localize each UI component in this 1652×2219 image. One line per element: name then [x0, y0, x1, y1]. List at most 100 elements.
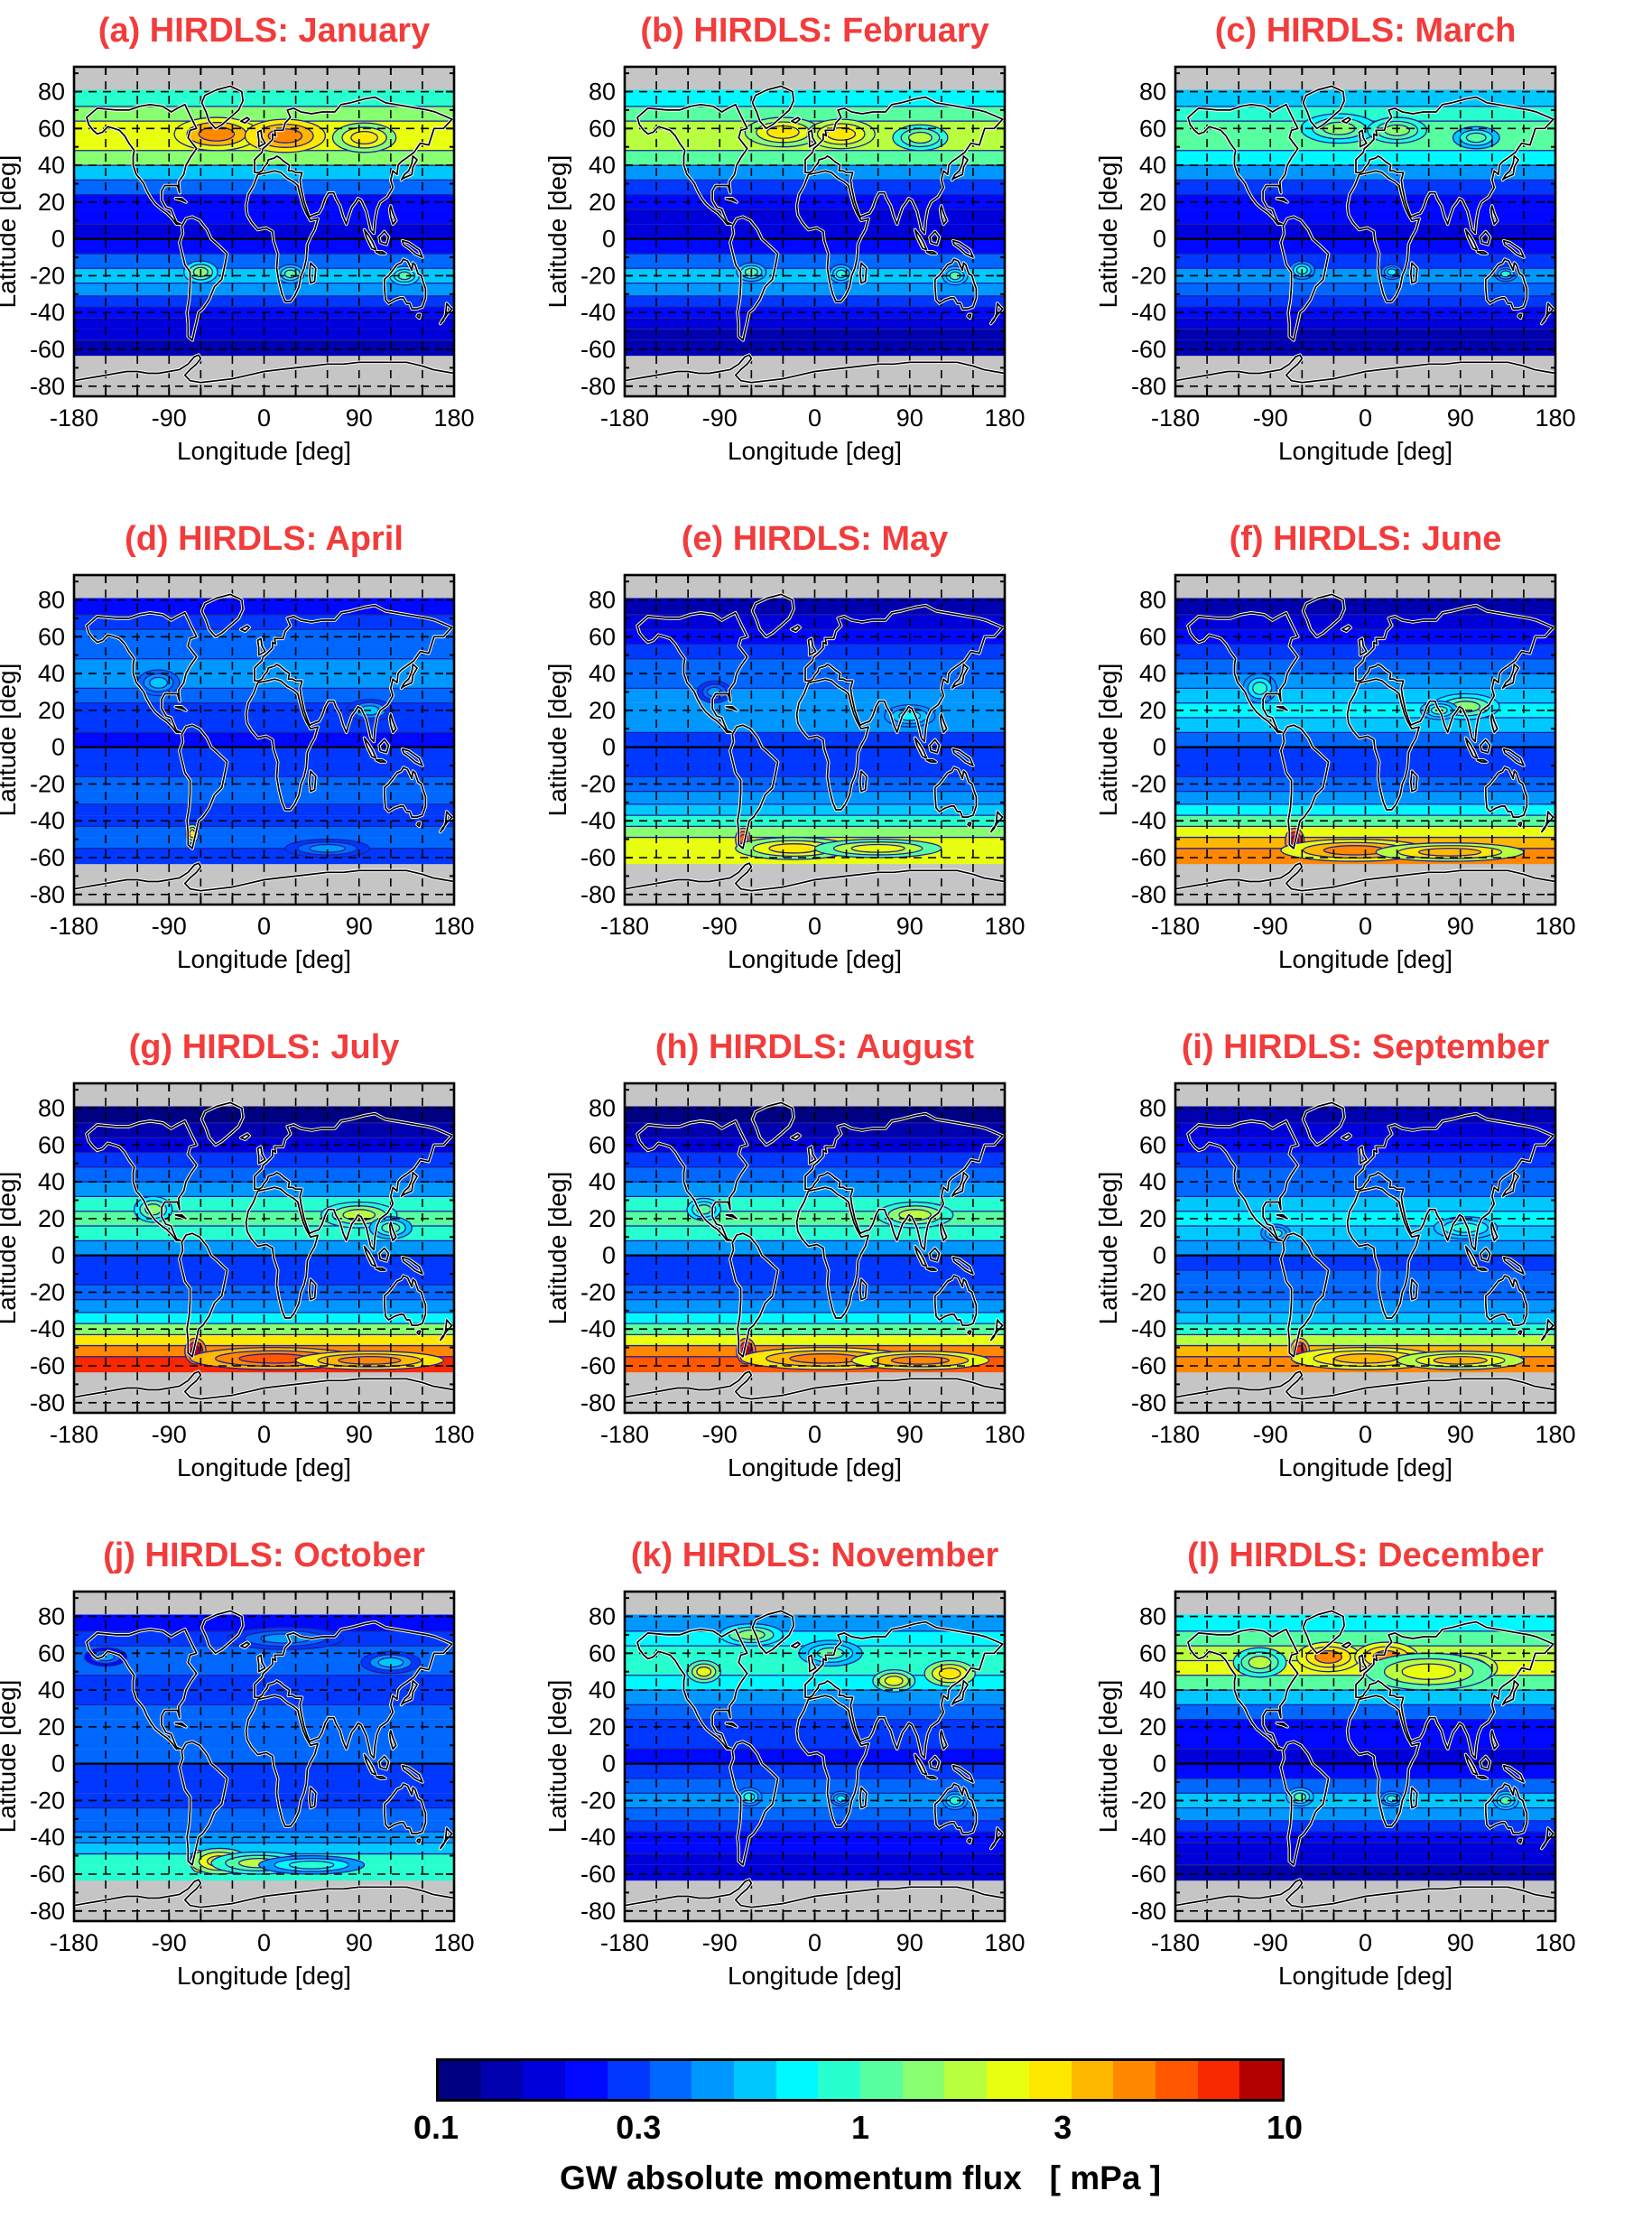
x-tick-labels: -180 -90 0 90 180 [1151, 1421, 1576, 1448]
svg-text:-40: -40 [30, 807, 65, 834]
x-tick-labels: -180 -90 0 90 180 [50, 913, 475, 940]
svg-text:90: 90 [1447, 404, 1474, 432]
x-tick-labels: -180 -90 0 90 180 [1151, 1929, 1576, 1956]
svg-text:0: 0 [602, 226, 616, 253]
svg-text:40: 40 [1139, 152, 1166, 179]
svg-text:0: 0 [602, 1750, 616, 1778]
axis-ticks [625, 67, 1005, 396]
svg-text:-180: -180 [1151, 404, 1200, 432]
x-tick-labels: -180 -90 0 90 180 [600, 1421, 1026, 1448]
svg-text:-60: -60 [1131, 1861, 1166, 1888]
hotspots [686, 1623, 976, 1811]
svg-text:-80: -80 [580, 373, 616, 400]
svg-text:-20: -20 [30, 262, 65, 289]
svg-text:20: 20 [589, 1713, 616, 1741]
svg-text:180: 180 [984, 404, 1025, 432]
svg-text:-20: -20 [30, 1278, 65, 1305]
svg-text:0: 0 [257, 1929, 271, 1956]
x-tick-labels: -180 -90 0 90 180 [600, 1929, 1026, 1956]
panel-march: (c) HIRDLS: March Latitude [deg] 80 60 40 20 0… [1094, 12, 1576, 465]
colorbar-tick-label: 0.3 [616, 2109, 662, 2146]
panel-january: (a) HIRDLS: January Latitude [deg] 80 60 40 2… [0, 12, 475, 465]
colorbar-tick-label: 1 [850, 2109, 870, 2146]
svg-text:180: 180 [433, 404, 474, 432]
svg-text:40: 40 [589, 660, 616, 687]
svg-text:40: 40 [38, 660, 65, 687]
y-tick-labels: 80 60 40 20 0 -20 -40 -60 -80 [30, 587, 65, 908]
svg-text:20: 20 [1139, 697, 1166, 724]
graticule [1175, 575, 1555, 905]
axis-ticks [625, 575, 1005, 905]
y-axis-label: Latitude [deg] [543, 155, 571, 309]
panel-title: (d) HIRDLS: April [125, 520, 404, 558]
svg-text:-40: -40 [580, 1824, 616, 1851]
colorbar-segment [1113, 2061, 1155, 2099]
y-tick-labels: 80 60 40 20 0 -20 -40 -60 -80 [1131, 1095, 1166, 1416]
svg-text:-40: -40 [580, 1315, 616, 1342]
svg-text:20: 20 [1139, 189, 1166, 216]
axis-ticks [74, 67, 454, 396]
svg-text:40: 40 [589, 152, 616, 179]
x-axis-label: Longitude [deg] [1278, 945, 1452, 973]
svg-text:90: 90 [896, 1929, 923, 1956]
svg-text:-180: -180 [600, 1421, 649, 1448]
colorbar-segment [607, 2061, 650, 2099]
svg-text:60: 60 [589, 1131, 616, 1158]
svg-text:20: 20 [589, 189, 616, 216]
map-frame [623, 65, 1007, 398]
x-axis-label: Longitude [deg] [728, 437, 902, 465]
svg-text:-180: -180 [50, 1929, 98, 1956]
svg-text:180: 180 [433, 913, 474, 940]
svg-text:80: 80 [589, 1095, 616, 1122]
map-frame [72, 573, 456, 906]
svg-text:40: 40 [38, 1168, 65, 1195]
map-area [72, 1082, 456, 1415]
y-tick-labels: 80 60 40 20 0 -20 -40 -60 -80 [1131, 587, 1166, 908]
graticule [625, 1083, 1005, 1413]
x-axis-label: Longitude [deg] [728, 1453, 902, 1481]
colorbar-segment [1197, 2061, 1240, 2099]
svg-text:-60: -60 [580, 336, 616, 363]
map-area [72, 65, 456, 398]
y-tick-labels: 80 60 40 20 0 -20 -40 -60 -80 [580, 79, 616, 400]
colorbar-segment [1071, 2061, 1114, 2099]
y-axis-label: Latitude [deg] [1094, 1172, 1122, 1325]
svg-text:180: 180 [433, 1421, 474, 1448]
svg-text:0: 0 [808, 1929, 821, 1956]
colorbar-segment [565, 2061, 608, 2099]
svg-text:80: 80 [589, 1603, 616, 1630]
svg-text:40: 40 [38, 1676, 65, 1704]
panel-february: (b) HIRDLS: February Latitude [deg] 80 60 40… [543, 12, 1026, 465]
svg-text:-20: -20 [1131, 1787, 1166, 1814]
map-frame [623, 1590, 1007, 1923]
map-area [623, 1590, 1007, 1923]
svg-text:80: 80 [589, 79, 616, 106]
svg-text:60: 60 [38, 1639, 65, 1667]
x-axis-label: Longitude [deg] [177, 1453, 351, 1481]
map-area [623, 573, 1007, 906]
svg-text:80: 80 [38, 79, 65, 106]
svg-text:0: 0 [51, 1242, 65, 1269]
colorbar-title: GW absolute momentum flux [ mPa ] [559, 2159, 1162, 2196]
svg-text:80: 80 [38, 1603, 65, 1630]
colorbar-gradient [436, 2058, 1285, 2102]
svg-text:40: 40 [1139, 1168, 1166, 1195]
svg-text:90: 90 [896, 1421, 923, 1448]
svg-text:180: 180 [1535, 1421, 1575, 1448]
svg-text:20: 20 [1139, 1205, 1166, 1232]
svg-text:0: 0 [1153, 1242, 1166, 1269]
svg-text:60: 60 [589, 115, 616, 142]
svg-text:-20: -20 [580, 1787, 616, 1814]
axis-ticks [1175, 1083, 1555, 1413]
svg-text:-20: -20 [1131, 770, 1166, 797]
svg-text:60: 60 [1139, 623, 1166, 650]
colorbar-segment [1239, 2061, 1283, 2099]
panel-april: (d) HIRDLS: April Latitude [deg] 80 60 40 20 0… [0, 520, 475, 973]
svg-text:-90: -90 [152, 404, 187, 432]
svg-text:20: 20 [589, 1205, 616, 1232]
colorbar-segment [1028, 2061, 1072, 2099]
svg-text:-180: -180 [600, 913, 649, 940]
axis-ticks [625, 1083, 1005, 1413]
